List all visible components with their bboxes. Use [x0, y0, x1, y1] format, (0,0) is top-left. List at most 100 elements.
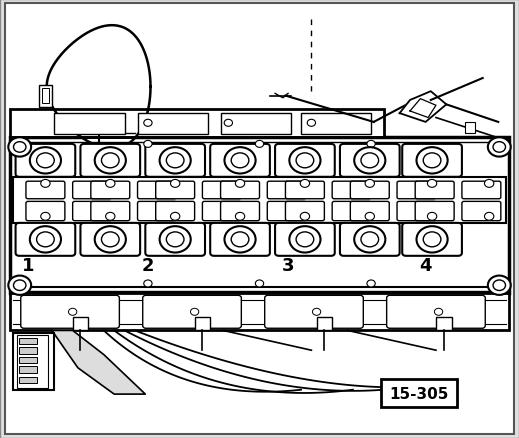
- FancyBboxPatch shape: [21, 296, 119, 328]
- Circle shape: [300, 180, 309, 188]
- FancyBboxPatch shape: [221, 202, 260, 221]
- Circle shape: [365, 180, 375, 188]
- Bar: [19, 367, 37, 373]
- Circle shape: [361, 153, 379, 169]
- FancyBboxPatch shape: [387, 296, 485, 328]
- Circle shape: [300, 213, 309, 221]
- Circle shape: [488, 138, 511, 157]
- Circle shape: [428, 213, 436, 221]
- Bar: [465, 123, 475, 134]
- Circle shape: [101, 233, 119, 247]
- Circle shape: [171, 213, 180, 221]
- Circle shape: [94, 148, 126, 174]
- FancyBboxPatch shape: [462, 202, 501, 221]
- Bar: [13, 333, 54, 390]
- Circle shape: [144, 280, 152, 287]
- Bar: [381, 379, 457, 407]
- Circle shape: [30, 227, 61, 253]
- FancyBboxPatch shape: [145, 223, 205, 256]
- Circle shape: [367, 280, 375, 287]
- FancyBboxPatch shape: [285, 182, 324, 199]
- FancyBboxPatch shape: [91, 202, 130, 221]
- Circle shape: [40, 180, 50, 188]
- FancyBboxPatch shape: [16, 145, 75, 177]
- Circle shape: [231, 153, 249, 169]
- Circle shape: [106, 180, 115, 188]
- FancyBboxPatch shape: [156, 202, 195, 221]
- Circle shape: [367, 141, 375, 148]
- FancyBboxPatch shape: [397, 202, 436, 221]
- Circle shape: [296, 153, 313, 169]
- Bar: [54, 113, 125, 134]
- Circle shape: [255, 141, 264, 148]
- FancyBboxPatch shape: [210, 145, 270, 177]
- FancyBboxPatch shape: [143, 296, 241, 328]
- Circle shape: [13, 280, 26, 291]
- Circle shape: [8, 138, 31, 157]
- Bar: [195, 318, 210, 331]
- Circle shape: [290, 148, 321, 174]
- Bar: [10, 293, 509, 331]
- Polygon shape: [52, 331, 145, 394]
- Bar: [19, 347, 37, 354]
- FancyBboxPatch shape: [91, 182, 130, 199]
- FancyBboxPatch shape: [145, 145, 205, 177]
- FancyBboxPatch shape: [26, 202, 65, 221]
- Circle shape: [488, 276, 511, 295]
- Circle shape: [365, 213, 375, 221]
- Circle shape: [144, 120, 152, 127]
- Bar: [138, 113, 208, 134]
- FancyBboxPatch shape: [202, 202, 241, 221]
- FancyBboxPatch shape: [80, 145, 140, 177]
- Bar: [39, 85, 52, 107]
- Text: 15-305: 15-305: [389, 385, 449, 401]
- FancyBboxPatch shape: [80, 223, 140, 256]
- Circle shape: [231, 233, 249, 247]
- FancyBboxPatch shape: [397, 182, 436, 199]
- Circle shape: [190, 308, 199, 315]
- Circle shape: [166, 233, 184, 247]
- FancyBboxPatch shape: [16, 223, 75, 256]
- Bar: [17, 335, 48, 388]
- FancyBboxPatch shape: [267, 202, 306, 221]
- Circle shape: [225, 148, 256, 174]
- Bar: [19, 357, 37, 364]
- Circle shape: [160, 227, 191, 253]
- FancyBboxPatch shape: [265, 296, 363, 328]
- Circle shape: [493, 280, 506, 291]
- Circle shape: [40, 213, 50, 221]
- Circle shape: [290, 227, 321, 253]
- Circle shape: [434, 308, 443, 315]
- Circle shape: [416, 227, 447, 253]
- Bar: [221, 113, 291, 134]
- FancyBboxPatch shape: [350, 182, 389, 199]
- Circle shape: [144, 141, 152, 148]
- FancyBboxPatch shape: [156, 182, 195, 199]
- Circle shape: [30, 148, 61, 174]
- Bar: [436, 318, 452, 331]
- FancyBboxPatch shape: [73, 182, 112, 199]
- Circle shape: [160, 148, 191, 174]
- Circle shape: [428, 180, 436, 188]
- FancyBboxPatch shape: [221, 182, 260, 199]
- FancyBboxPatch shape: [138, 202, 176, 221]
- FancyBboxPatch shape: [267, 182, 306, 199]
- Circle shape: [236, 180, 245, 188]
- Circle shape: [255, 280, 264, 287]
- Circle shape: [354, 227, 385, 253]
- FancyBboxPatch shape: [462, 182, 501, 199]
- FancyBboxPatch shape: [350, 202, 389, 221]
- FancyBboxPatch shape: [275, 145, 335, 177]
- FancyBboxPatch shape: [73, 202, 112, 221]
- Circle shape: [106, 213, 115, 221]
- Circle shape: [101, 153, 119, 169]
- Bar: [19, 338, 37, 345]
- Circle shape: [36, 153, 54, 169]
- Circle shape: [485, 213, 494, 221]
- Circle shape: [8, 276, 31, 295]
- Circle shape: [224, 120, 233, 127]
- FancyBboxPatch shape: [340, 223, 400, 256]
- FancyBboxPatch shape: [210, 223, 270, 256]
- FancyBboxPatch shape: [26, 182, 65, 199]
- Text: 2: 2: [142, 256, 154, 274]
